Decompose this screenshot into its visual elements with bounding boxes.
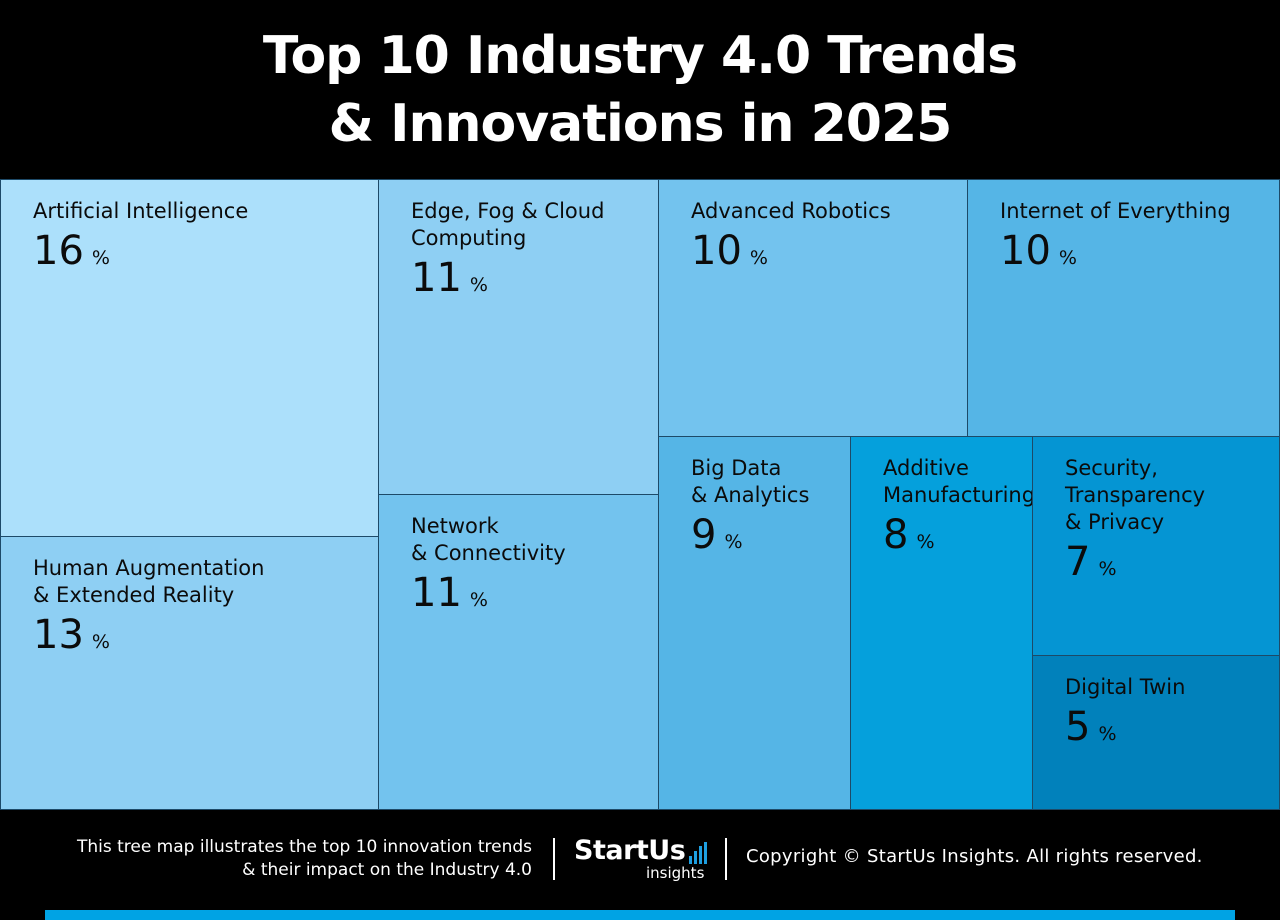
tile-percent-unit: % xyxy=(91,631,110,653)
treemap-tile-4: Network & Connectivity 11% xyxy=(378,494,659,810)
tile-value: 10 xyxy=(691,228,742,274)
tile-value: 11 xyxy=(411,570,462,616)
footer-description: This tree map illustrates the top 10 inn… xyxy=(76,837,532,880)
footer-divider-right xyxy=(725,838,727,880)
tile-value: 7 xyxy=(1065,539,1091,585)
treemap-tile-9: Security, Transparency & Privacy 7% xyxy=(1032,436,1280,656)
tile-label: Digital Twin xyxy=(1065,675,1186,699)
tile-label: Security, Transparency & Privacy xyxy=(1065,456,1206,534)
logo-wordmark: StartUs xyxy=(574,835,686,866)
tile-percent-unit: % xyxy=(749,247,768,269)
treemap-tile-10: Digital Twin 5% xyxy=(1032,655,1280,810)
tile-value: 13 xyxy=(33,612,84,658)
tile-value: 8 xyxy=(883,512,909,558)
tile-value: 11 xyxy=(411,255,462,301)
tile-label: Big Data & Analytics xyxy=(691,456,810,507)
chart-title-line-2: & Innovations in 2025 xyxy=(328,93,953,154)
tile-percent-unit: % xyxy=(1098,723,1117,745)
tile-value: 5 xyxy=(1065,704,1091,750)
tile-percent-unit: % xyxy=(469,589,488,611)
treemap-tile-2: Human Augmentation & Extended Reality 13% xyxy=(0,536,379,810)
tile-label: Edge, Fog & Cloud Computing xyxy=(411,199,605,250)
tile-label: Network & Connectivity xyxy=(411,514,566,565)
tile-percent-unit: % xyxy=(1098,558,1117,580)
footer-divider-left xyxy=(553,838,555,880)
tile-percent-unit: % xyxy=(724,531,743,553)
tile-percent-unit: % xyxy=(91,247,110,269)
treemap-tile-1: Artificial Intelligence 16% xyxy=(0,179,379,537)
tile-label: Artificial Intelligence xyxy=(33,199,249,223)
copyright-text: Copyright © StartUs Insights. All rights… xyxy=(746,846,1203,867)
tile-label: Additive Manufacturing xyxy=(883,456,1036,507)
tile-percent-unit: % xyxy=(916,531,935,553)
treemap-tile-7: Big Data & Analytics 9% xyxy=(658,436,851,810)
tile-label: Advanced Robotics xyxy=(691,199,891,223)
treemap-tile-5: Advanced Robotics 10% xyxy=(658,179,968,437)
tile-percent-unit: % xyxy=(469,274,488,296)
startus-logo[interactable]: StartUs insights xyxy=(574,836,709,881)
logo-bars-icon xyxy=(689,836,709,864)
tile-label: Human Augmentation & Extended Reality xyxy=(33,556,265,607)
treemap: Artificial Intelligence 16% Human Augmenta… xyxy=(0,179,1280,810)
chart-title-line-1: Top 10 Industry 4.0 Trends xyxy=(262,25,1018,86)
tile-label: Internet of Everything xyxy=(1000,199,1231,223)
logo-subtitle: insights xyxy=(646,864,705,882)
tile-value: 16 xyxy=(33,228,84,274)
treemap-tile-6: Internet of Everything 10% xyxy=(967,179,1280,437)
chart-header: Top 10 Industry 4.0 Trends & Innovations… xyxy=(0,0,1280,179)
tile-percent-unit: % xyxy=(1058,247,1077,269)
accent-bar xyxy=(45,910,1235,920)
tile-value: 10 xyxy=(1000,228,1051,274)
footer: This tree map illustrates the top 10 inn… xyxy=(0,810,1280,920)
treemap-tile-3: Edge, Fog & Cloud Computing 11% xyxy=(378,179,659,495)
treemap-tile-8: Additive Manufacturing 8% xyxy=(850,436,1036,810)
tile-value: 9 xyxy=(691,512,717,558)
